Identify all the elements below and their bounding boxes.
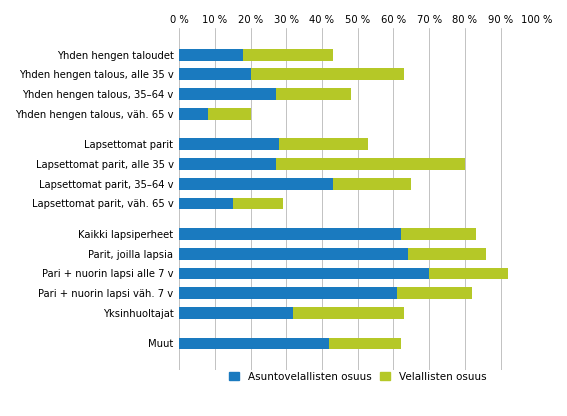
Bar	[179, 307, 404, 319]
Bar	[179, 228, 400, 240]
Bar	[179, 69, 404, 80]
Bar	[179, 69, 251, 80]
Bar	[179, 198, 283, 209]
Bar	[179, 337, 329, 349]
Bar	[179, 337, 400, 349]
Bar	[179, 198, 232, 209]
Bar	[179, 158, 276, 170]
Bar	[179, 267, 507, 280]
Bar	[179, 108, 251, 120]
Bar	[179, 287, 472, 299]
Bar	[179, 88, 350, 100]
Bar	[179, 248, 408, 260]
Bar	[179, 139, 279, 150]
Bar	[179, 178, 411, 190]
Legend: Asuntovelallisten osuus, Velallisten osuus: Asuntovelallisten osuus, Velallisten osu…	[225, 367, 490, 386]
Bar	[179, 307, 293, 319]
Bar	[179, 158, 465, 170]
Bar	[179, 267, 429, 280]
Bar	[179, 108, 208, 120]
Bar	[179, 49, 243, 61]
Bar	[179, 88, 276, 100]
Bar	[179, 178, 333, 190]
Bar	[179, 287, 397, 299]
Bar	[179, 248, 486, 260]
Bar	[179, 49, 333, 61]
Bar	[179, 139, 369, 150]
Bar	[179, 228, 476, 240]
